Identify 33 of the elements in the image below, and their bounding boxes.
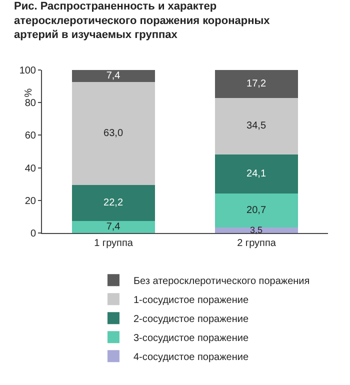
y-tick-label: 100 (19, 66, 36, 76)
x-tick-label: 2 группа (237, 238, 276, 249)
data-label: 7,4 (106, 70, 121, 82)
bar (215, 194, 298, 228)
data-label: 34,5 (246, 120, 266, 132)
y-tick-label: 80 (24, 98, 36, 110)
bar (215, 70, 298, 98)
data-label: 24,1 (246, 168, 266, 180)
legend-label: 2-сосудистое поражение (133, 314, 249, 325)
bar (215, 98, 298, 154)
legend-label: 3-сосудистое поражение (133, 333, 249, 344)
y-tick-label: 0 (30, 228, 36, 240)
y-tick-label: 40 (24, 163, 36, 174)
data-label: 17,2 (246, 78, 266, 90)
data-label: 20,7 (246, 204, 266, 216)
bar (72, 82, 155, 185)
x-tick-label: 1 группа (94, 238, 134, 249)
legend-label: 1-сосудистое поражение (133, 295, 249, 306)
data-label: 63,0 (104, 128, 124, 139)
y-axis-title: % (24, 88, 35, 98)
data-label: 3,5 (250, 225, 263, 235)
chart-title: Рис. Распространенность и характер атеросклеротического поражения коронарных артерий в изучаемых группах (14, 0, 271, 42)
bar (215, 154, 298, 194)
bar (72, 184, 155, 221)
legend-label: Без атеросклеротического поражения (133, 276, 310, 287)
bar (215, 227, 298, 233)
data-label: 22,2 (104, 197, 124, 208)
y-tick-label: 60 (24, 130, 36, 142)
bar (72, 220, 155, 233)
data-label: 7,4 (106, 221, 121, 232)
bar (72, 70, 155, 82)
legend-label: 4-сосудистое поражение (133, 352, 249, 363)
y-tick-label: 20 (24, 196, 36, 207)
